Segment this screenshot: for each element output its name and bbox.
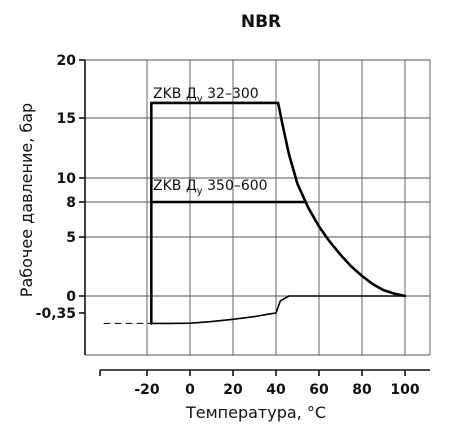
y-tick-label: 5 [66,230,76,246]
y-axis-label: Рабочее давление, бар [17,103,36,297]
axes [84,60,430,371]
y-tick-label: 10 [57,171,77,187]
x-tick-label: 40 [266,382,286,398]
x-tick-label: 100 [390,382,419,398]
y-tick-label: 0 [66,289,76,305]
chart-title: NBR [241,12,281,32]
y-tick-labels: -0,350 5 8 10 15 20 [36,53,77,322]
x-tick-label: 0 [185,382,195,398]
label-zkb-32-300: ZKB Ду 32–300 [153,86,259,105]
label-zkb-350-600: ZKB Ду 350–600 [153,178,268,197]
y-tick-label: 8 [66,195,76,211]
x-tick-label: -20 [134,382,160,398]
x-tick-label: 20 [223,382,243,398]
series-layer [103,101,407,325]
series-zkb-32-300 [150,101,407,325]
series-labels: ZKB Ду 32–300 ZKB Ду 350–600 [153,86,268,197]
x-tick-label: 60 [309,382,329,398]
y-tick-label: 15 [57,111,76,127]
grid [79,59,431,376]
series-vacuum-curve [150,295,406,325]
y-tick-label: -0,35 [36,306,76,322]
y-tick-label: 20 [57,53,77,69]
x-tick-label: 80 [352,382,372,398]
x-axis-label: Температура, °C [185,403,326,422]
x-tick-labels: -20 0 20 40 60 80 100 [134,382,420,398]
